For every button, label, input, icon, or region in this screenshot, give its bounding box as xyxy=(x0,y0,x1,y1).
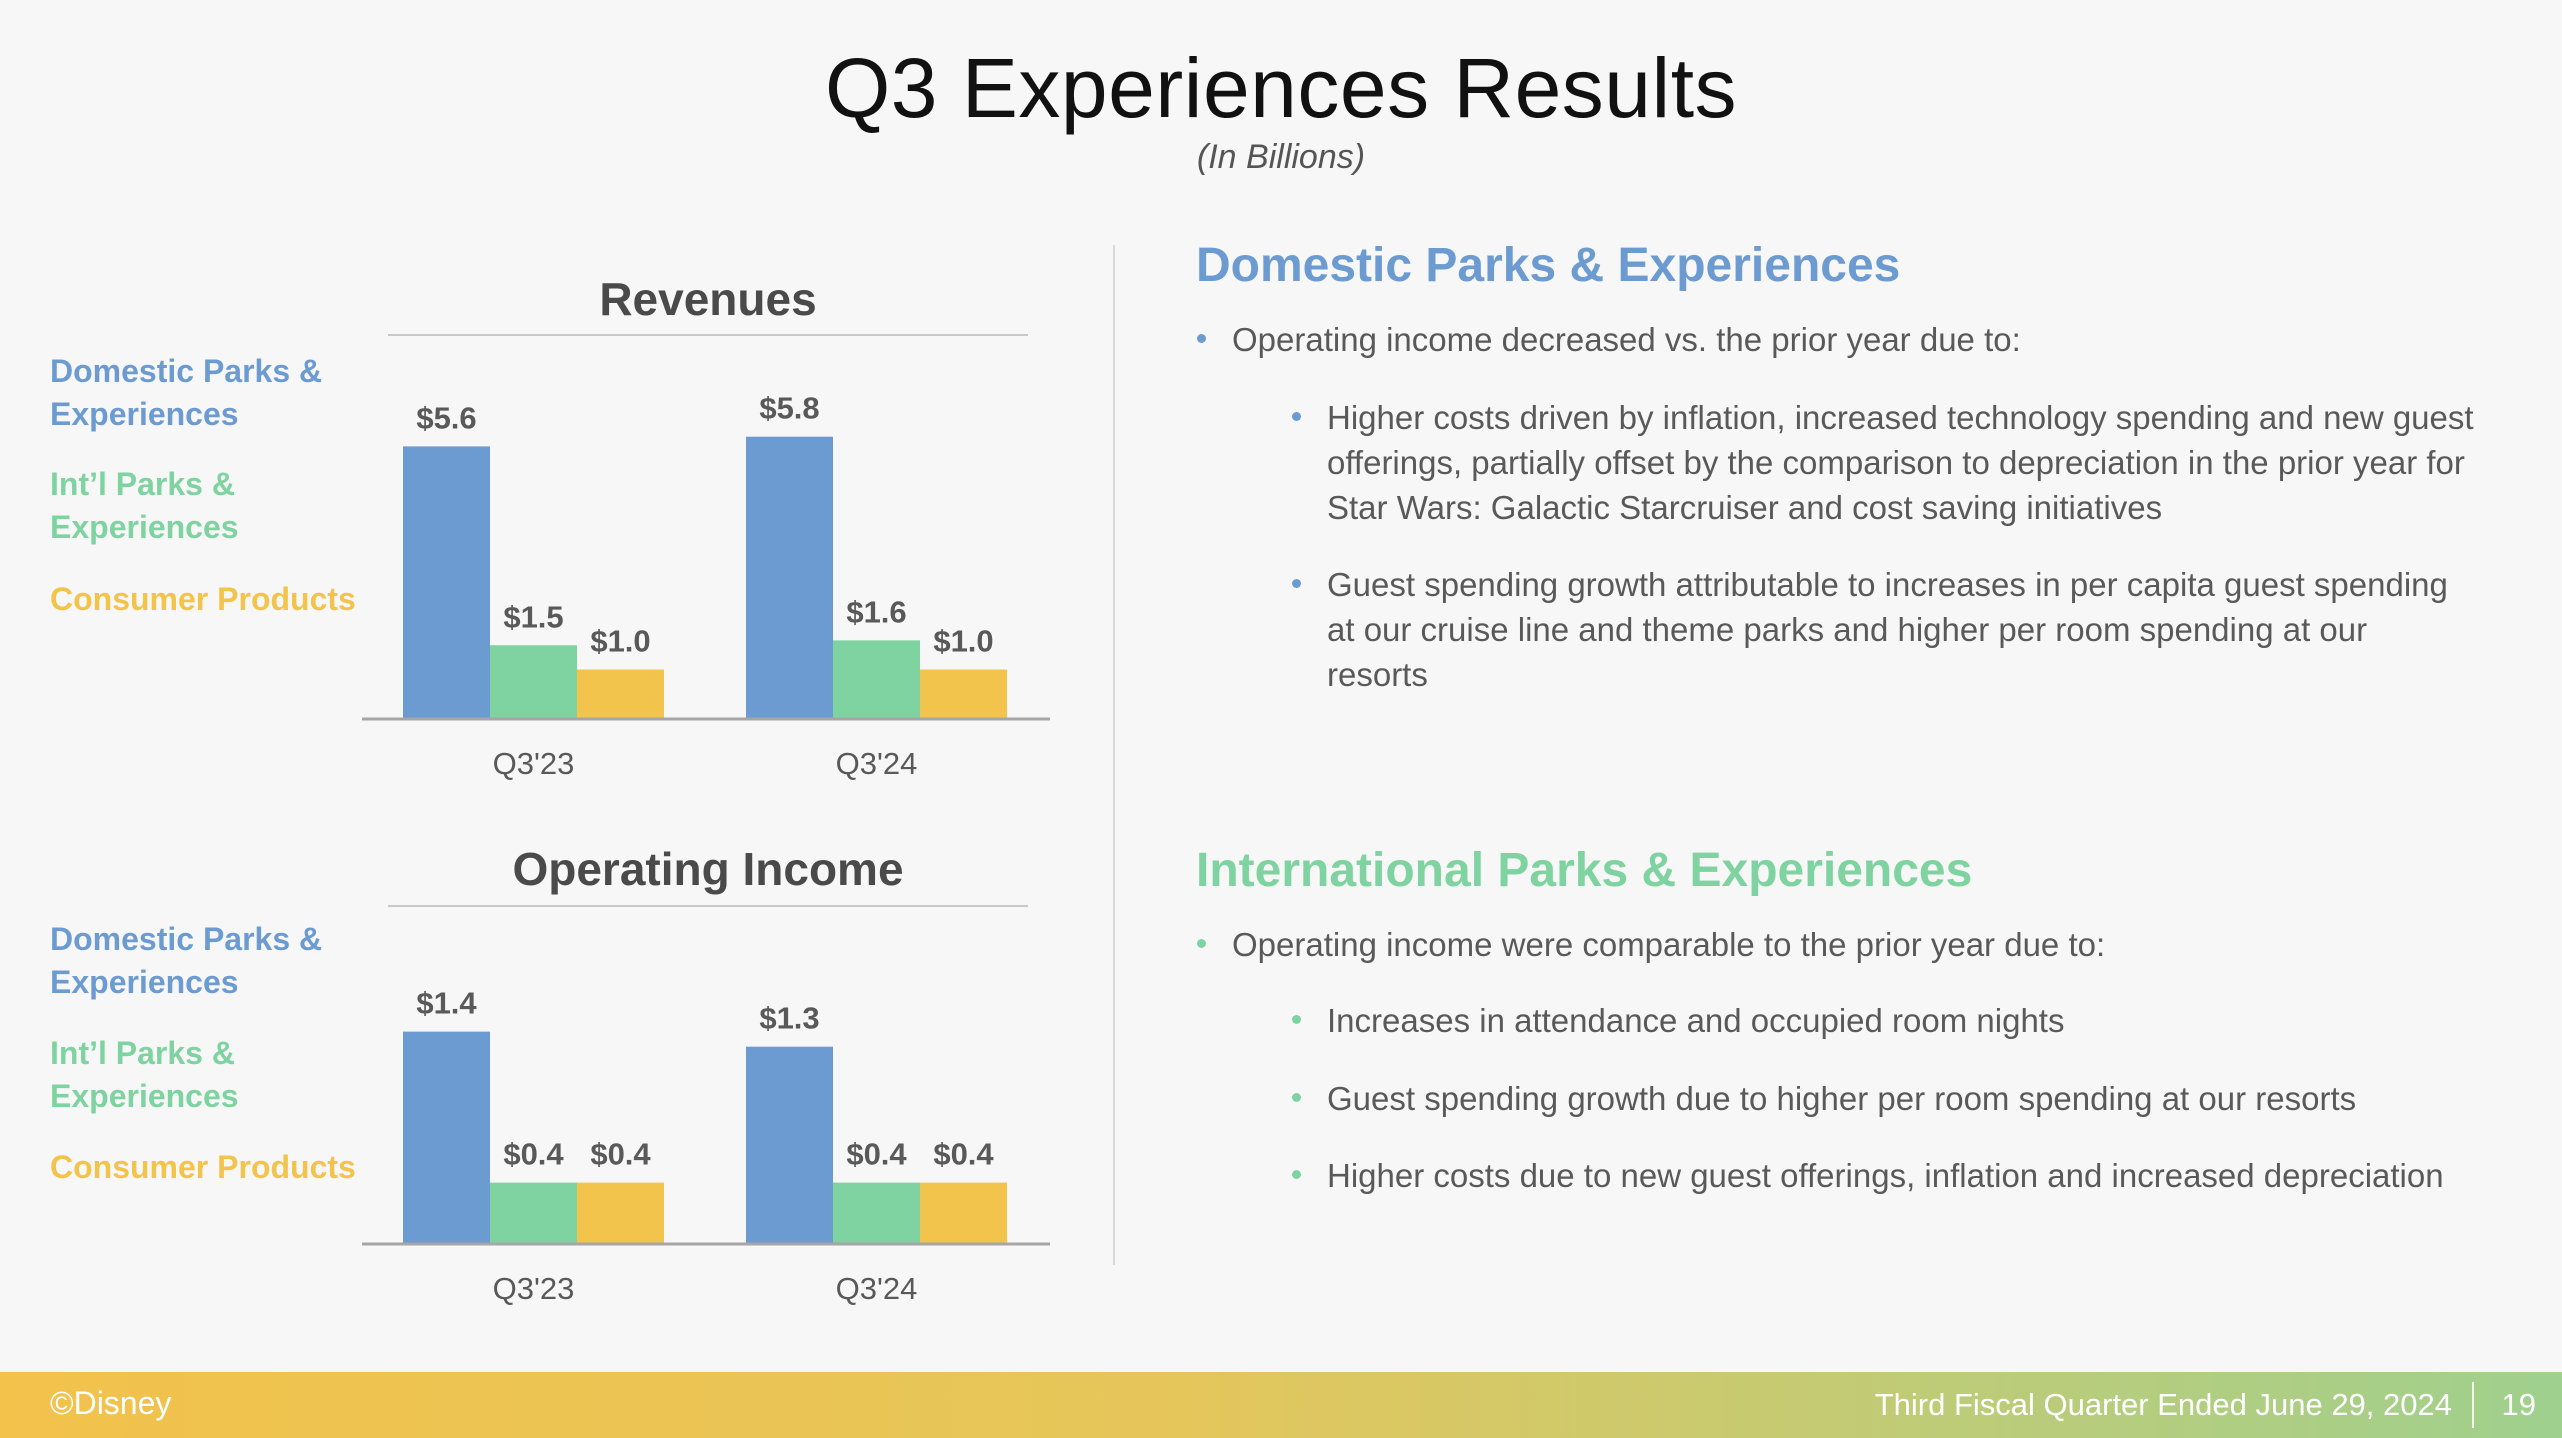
legend-intl-line1: Int’l Parks & xyxy=(50,466,235,502)
operating-income-title-rule xyxy=(388,905,1028,907)
opinc-legend-intl: Int’l Parks & Experiences xyxy=(50,1032,239,1118)
revenues-bar-intl-2 xyxy=(833,640,920,718)
legend-domestic-line1: Domestic Parks & xyxy=(50,353,323,389)
opinc-data-label-intl-1: $0.4 xyxy=(503,1137,564,1172)
opinc-legend-consumer: Consumer Products xyxy=(50,1149,356,1185)
bullet-dot xyxy=(1292,1015,1301,1024)
domestic-lead-text: Operating income decreased vs. the prior… xyxy=(1232,321,2021,358)
bullet-dot xyxy=(1292,579,1301,588)
vertical-divider xyxy=(1113,245,1115,1265)
opinc-bar-consumer-2 xyxy=(920,1182,1007,1243)
legend-domestic-line2: Experiences xyxy=(50,396,239,432)
bullet-dot xyxy=(1292,412,1301,421)
opinc-data-label-domestic-2: $1.3 xyxy=(759,1001,819,1036)
revenues-chart-title: Revenues xyxy=(599,273,817,325)
international-point-2: Guest spending growth due to higher per … xyxy=(1327,1080,2357,1117)
footer-period: Third Fiscal Quarter Ended June 29, 2024 xyxy=(1874,1387,2452,1422)
legend-domestic-line1: Domestic Parks & xyxy=(50,921,323,957)
opinc-data-label-consumer-2: $0.4 xyxy=(933,1137,994,1172)
revenues-legend-consumer: Consumer Products xyxy=(50,581,356,617)
footer-separator xyxy=(2472,1382,2474,1428)
revenues-data-label-domestic-1: $5.6 xyxy=(416,400,476,435)
footer-bar: ©Disney Third Fiscal Quarter Ended June … xyxy=(0,1372,2562,1438)
revenues-bar-domestic-2 xyxy=(746,436,833,718)
revenues-bar-consumer-1 xyxy=(577,669,664,718)
revenues-bar-domestic-1 xyxy=(403,446,490,718)
bullet-dot xyxy=(1292,1170,1301,1179)
opinc-category-label-1: Q3'23 xyxy=(493,1271,575,1306)
revenues-category-label-2: Q3'24 xyxy=(836,746,918,781)
opinc-bar-domestic-2 xyxy=(746,1046,833,1243)
opinc-legend-domestic: Domestic Parks & Experiences xyxy=(50,918,322,1004)
legend-domestic-line2: Experiences xyxy=(50,964,239,1000)
revenues-data-label-intl-1: $1.5 xyxy=(503,599,563,634)
revenues-legend-intl: Int’l Parks & Experiences xyxy=(50,463,239,549)
slide-title: Q3 Experiences Results xyxy=(824,41,1738,135)
domestic-section-heading: Domestic Parks & Experiences xyxy=(1196,239,1901,292)
opinc-data-label-intl-2: $0.4 xyxy=(846,1137,907,1172)
revenues-category-label-1: Q3'23 xyxy=(493,746,575,781)
revenues-legend-domestic: Domestic Parks & Experiences xyxy=(50,350,322,436)
opinc-bar-consumer-1 xyxy=(577,1182,664,1243)
legend-intl-line2: Experiences xyxy=(50,1078,239,1114)
revenues-data-label-intl-2: $1.6 xyxy=(846,594,906,629)
revenues-data-label-consumer-1: $1.0 xyxy=(590,624,650,659)
international-section-heading: International Parks & Experiences xyxy=(1196,844,1973,897)
opinc-bar-intl-2 xyxy=(833,1182,920,1243)
revenues-title-rule xyxy=(388,334,1028,336)
bullet-dot xyxy=(1292,1093,1301,1102)
footer-copyright: ©Disney xyxy=(50,1385,172,1421)
revenues-bar-intl-1 xyxy=(490,645,577,718)
slide-subtitle: (In Billions) xyxy=(1196,138,1366,176)
revenues-data-label-consumer-2: $1.0 xyxy=(933,624,993,659)
legend-intl-line2: Experiences xyxy=(50,509,239,545)
revenues-data-label-domestic-2: $5.8 xyxy=(759,391,819,426)
legend-intl-line1: Int’l Parks & xyxy=(50,1035,235,1071)
opinc-bar-domestic-1 xyxy=(403,1031,490,1243)
revenues-bar-consumer-2 xyxy=(920,669,1007,718)
domestic-point-2: Guest spending growth attributable to in… xyxy=(1327,566,2448,693)
opinc-data-label-domestic-1: $1.4 xyxy=(416,986,477,1021)
bullet-dot xyxy=(1197,939,1206,948)
international-point-1: Increases in attendance and occupied roo… xyxy=(1327,1002,2065,1039)
footer-page-number: 19 xyxy=(2501,1387,2536,1422)
bullet-dot xyxy=(1197,334,1206,343)
opinc-category-label-2: Q3'24 xyxy=(836,1271,918,1306)
opinc-bar-intl-1 xyxy=(490,1182,577,1243)
domestic-point-1: Higher costs driven by inflation, increa… xyxy=(1327,399,2474,526)
opinc-data-label-consumer-1: $0.4 xyxy=(590,1137,651,1172)
international-lead-text: Operating income were comparable to the … xyxy=(1232,926,2106,963)
international-point-3: Higher costs due to new guest offerings,… xyxy=(1327,1157,2444,1194)
operating-income-chart-title: Operating Income xyxy=(512,843,904,895)
